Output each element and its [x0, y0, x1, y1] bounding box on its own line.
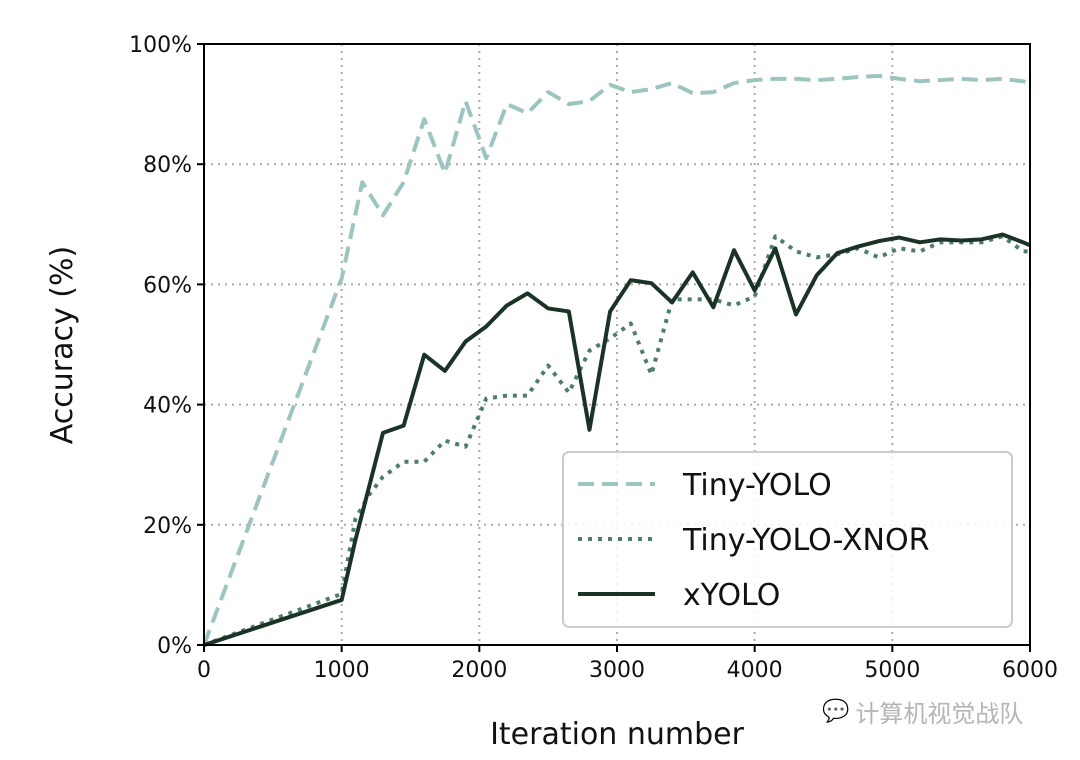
series-line-xyolo	[203, 232, 1031, 647]
legend-label: xYOLO	[683, 578, 780, 613]
x-tick-label: 1000	[314, 658, 370, 683]
series-line-tiny-yolo	[202, 73, 1031, 646]
legend-label: Tiny-YOLO	[682, 468, 832, 503]
x-tick-label: 4000	[727, 658, 783, 683]
y-tick-label: 20%	[143, 514, 192, 539]
legend: Tiny-YOLO Tiny-YOLO-XNOR xYOLO	[562, 451, 1013, 628]
y-tick-label: 60%	[143, 273, 192, 298]
ticks: 0 1000 2000 3000 4000 5000 6000 0% 20% 40% 60% 80% 1…	[129, 33, 1058, 683]
watermark-text: 计算机视觉战队	[855, 700, 1024, 728]
y-tick-label: 0%	[157, 634, 192, 659]
series-lines	[202, 73, 1031, 647]
x-tick-label: 2000	[451, 658, 507, 683]
x-axis-label: Iteration number	[490, 717, 745, 752]
x-tick-label: 0	[197, 658, 211, 683]
y-axis-label: Accuracy (%)	[45, 246, 80, 444]
y-tick-label: 100%	[129, 33, 192, 58]
legend-label: Tiny-YOLO-XNOR	[682, 523, 929, 558]
x-tick-label: 6000	[1002, 658, 1058, 683]
y-tick-label: 80%	[143, 153, 192, 178]
x-tick-label: 3000	[589, 658, 645, 683]
y-tick-label: 40%	[143, 394, 192, 419]
watermark: 💬 计算机视觉战队	[822, 694, 1023, 729]
wechat-icon: 💬	[822, 699, 850, 724]
x-tick-label: 5000	[864, 658, 920, 683]
